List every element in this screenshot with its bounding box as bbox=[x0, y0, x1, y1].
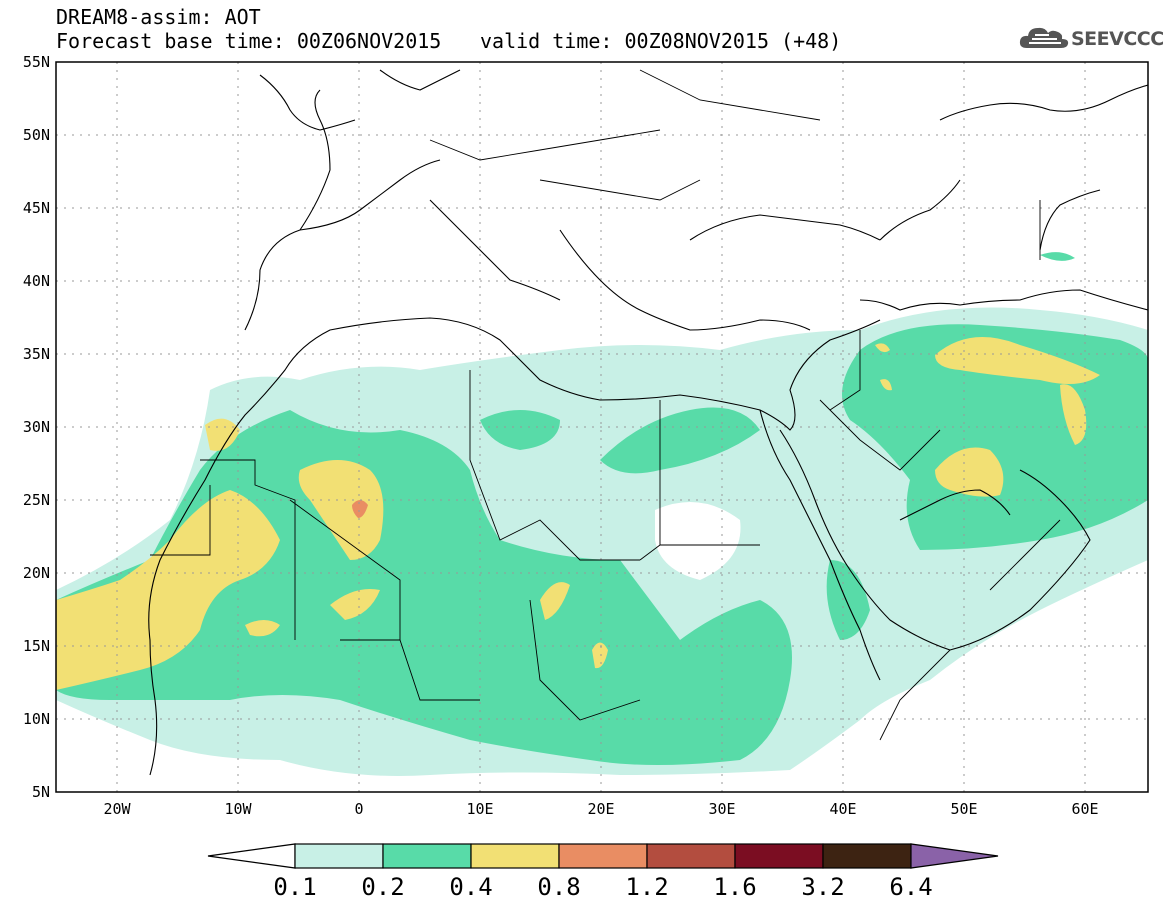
colorbar-label: 6.4 bbox=[889, 873, 933, 901]
lon-label: 20W bbox=[103, 800, 131, 818]
valid-time: valid time: 00Z08NOV2015 (+48) bbox=[480, 29, 842, 53]
lat-label: 20N bbox=[22, 564, 50, 582]
lat-label: 35N bbox=[22, 345, 50, 363]
lon-label: 0 bbox=[354, 800, 364, 818]
lat-label: 40N bbox=[22, 272, 50, 290]
lat-label: 55N bbox=[22, 53, 50, 71]
lon-label: 20E bbox=[587, 800, 615, 818]
colorbar-label: 0.8 bbox=[537, 873, 581, 901]
lat-label: 25N bbox=[22, 491, 50, 509]
borders bbox=[150, 69, 1061, 741]
lon-label: 30E bbox=[708, 800, 736, 818]
colorbar-cell-1 bbox=[382, 843, 472, 869]
logo-text: SEEVCCC bbox=[1071, 28, 1164, 50]
graticule bbox=[56, 62, 1148, 792]
map-title: DREAM8-assim: AOT bbox=[56, 5, 261, 29]
colorbar-label: 3.2 bbox=[801, 873, 845, 901]
lat-label: 15N bbox=[22, 637, 50, 655]
map-frame bbox=[55, 61, 1149, 793]
lat-label: 50N bbox=[22, 126, 50, 144]
forecast-base-time: Forecast base time: 00Z06NOV2015 bbox=[56, 29, 442, 53]
colorbar-label: 0.4 bbox=[449, 873, 493, 901]
lat-label: 5N bbox=[31, 783, 50, 801]
colorbar bbox=[207, 843, 999, 869]
colorbar-above-range-triangle bbox=[910, 843, 999, 869]
colorbar-cell-5 bbox=[734, 843, 824, 869]
lat-label: 30N bbox=[22, 418, 50, 436]
lat-label: 10N bbox=[22, 710, 50, 728]
colorbar-cell-6 bbox=[822, 843, 912, 869]
colorbar-label: 0.2 bbox=[361, 873, 405, 901]
lon-label: 60E bbox=[1071, 800, 1099, 818]
lon-label: 10E bbox=[466, 800, 494, 818]
coastlines bbox=[148, 69, 1148, 776]
colorbar-cell-0 bbox=[294, 843, 384, 869]
colorbar-label: 1.2 bbox=[625, 873, 669, 901]
lon-label: 50E bbox=[950, 800, 978, 818]
lon-label: 10W bbox=[224, 800, 252, 818]
lat-label: 45N bbox=[22, 199, 50, 217]
colorbar-cell-2 bbox=[470, 843, 560, 869]
colorbar-cell-4 bbox=[646, 843, 736, 869]
cloud-icon bbox=[1019, 27, 1069, 48]
colorbar-below-range-triangle bbox=[207, 843, 296, 869]
seevccc-logo: SEEVCCC bbox=[1017, 22, 1164, 62]
colorbar-label: 0.1 bbox=[273, 873, 317, 901]
colorbar-label: 1.6 bbox=[713, 873, 757, 901]
lon-label: 40E bbox=[829, 800, 857, 818]
aot-field bbox=[56, 252, 1148, 776]
colorbar-cell-3 bbox=[558, 843, 648, 869]
